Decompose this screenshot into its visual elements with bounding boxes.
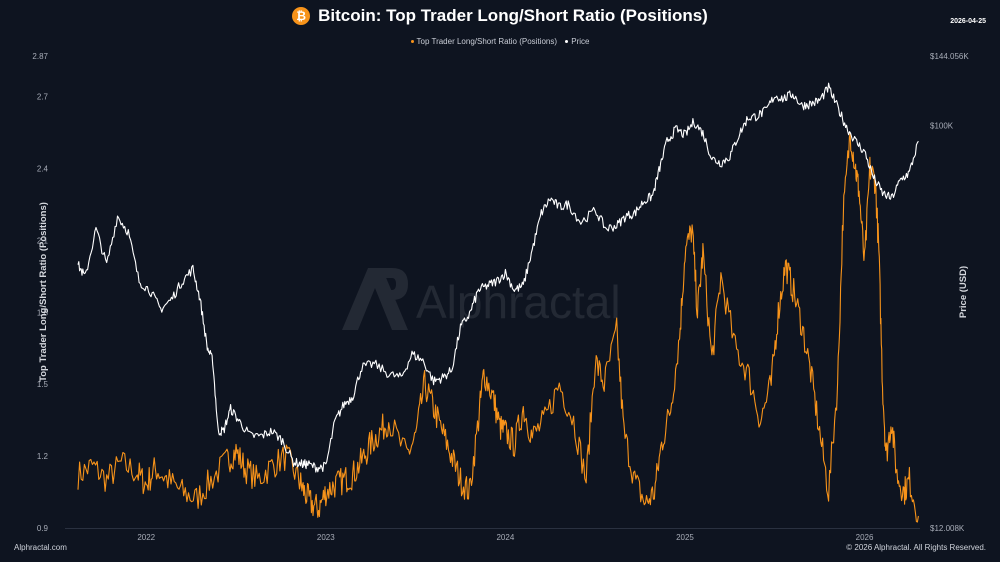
legend-item-ratio[interactable]: Top Trader Long/Short Ratio (Positions) xyxy=(410,37,558,46)
legend-item-price[interactable]: Price xyxy=(565,37,589,46)
right-axis-tick-label: $144.056K xyxy=(930,52,969,61)
footer-copyright: © 2026 Alphractal. All Rights Reserved. xyxy=(846,543,986,552)
left-axis-tick-label: 0.9 xyxy=(37,524,49,533)
title-wrap: ₿ Bitcoin: Top Trader Long/Short Ratio (… xyxy=(292,6,708,26)
left-axis-tick-label: 2.4 xyxy=(37,165,49,174)
series-line-ratio[interactable] xyxy=(77,133,919,523)
chart-title: Bitcoin: Top Trader Long/Short Ratio (Po… xyxy=(318,6,708,25)
chart-legend: Top Trader Long/Short Ratio (Positions) … xyxy=(0,36,1000,46)
right-axis-tick-label: $100K xyxy=(930,121,954,130)
x-axis-tick-label: 2026 xyxy=(856,533,874,542)
left-axis-tick-label: 2.7 xyxy=(37,93,49,102)
watermark: Alphractal xyxy=(342,268,621,330)
chart-header: ₿ Bitcoin: Top Trader Long/Short Ratio (… xyxy=(0,6,1000,26)
legend-label-price: Price xyxy=(571,37,590,46)
right-axis-tick-label: $12.008K xyxy=(930,524,965,533)
watermark-logo-icon xyxy=(342,268,408,330)
legend-marker-ratio xyxy=(410,40,414,43)
left-axis-ticks: 0.9 1.2 1.5 1.8 2.1 2.4 2.7 2.87 xyxy=(32,52,48,533)
x-axis-tick-label: 2023 xyxy=(317,533,335,542)
left-axis-tick-label: 1.8 xyxy=(37,308,49,317)
series-line-price[interactable] xyxy=(77,82,919,473)
x-axis-tick-label: 2024 xyxy=(496,533,514,542)
left-axis-tick-label: 2.1 xyxy=(37,236,49,245)
left-axis-tick-label: 2.87 xyxy=(32,52,48,61)
report-date: 2026-04-25 xyxy=(950,18,986,25)
x-axis-tick-label: 2025 xyxy=(676,533,694,542)
y-axis-label-right: Price (USD) xyxy=(958,266,969,318)
legend-marker-price xyxy=(565,40,569,43)
left-axis-tick-label: 1.5 xyxy=(37,380,49,389)
y-axis-label-left: Top Trader Long/Short Ratio (Positions) xyxy=(38,202,49,382)
right-axis-ticks: $12.008K $100K $144.056K xyxy=(930,52,969,533)
x-axis-tick-label: 2022 xyxy=(137,533,155,542)
bitcoin-icon: ₿ xyxy=(292,7,311,25)
legend-label-ratio: Top Trader Long/Short Ratio (Positions) xyxy=(416,37,558,46)
left-axis-tick-label: 1.2 xyxy=(37,452,49,461)
x-axis-ticks: 2022 2023 2024 2025 2026 xyxy=(137,533,874,542)
footer-site[interactable]: Alphractal.com xyxy=(14,543,67,552)
watermark-text: Alphractal xyxy=(416,276,621,328)
